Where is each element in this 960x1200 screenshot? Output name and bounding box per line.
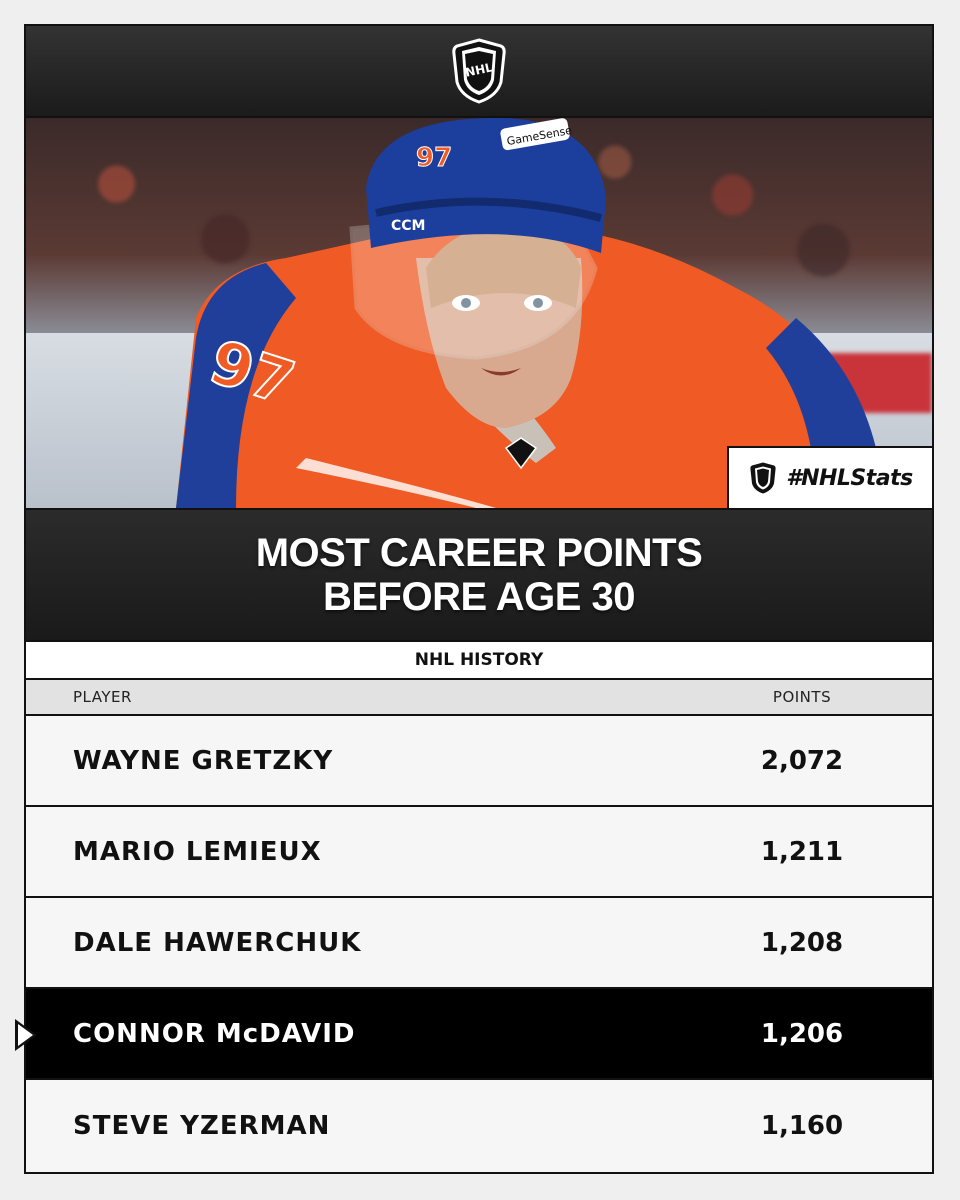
player-photo: 97 CCM 97 GameSense #NHLStats: [26, 118, 932, 508]
stats-table: WAYNE GRETZKY 2,072 MARIO LEMIEUX 1,211 …: [26, 716, 932, 1171]
table-row: DALE HAWERCHUK 1,208: [26, 898, 932, 989]
player-points: 1,208: [760, 927, 844, 958]
player-points: 1,206: [760, 1018, 844, 1049]
helmet-brand: CCM: [391, 218, 425, 234]
page-title: MOST CAREER POINTS BEFORE AGE 30: [255, 531, 703, 619]
title-band: MOST CAREER POINTS BEFORE AGE 30: [26, 508, 932, 642]
table-row: MARIO LEMIEUX 1,211: [26, 807, 932, 898]
player-name: DALE HAWERCHUK: [73, 927, 362, 958]
nhl-shield-icon: NHL: [452, 38, 506, 104]
highlight-arrow-icon: [15, 1019, 37, 1051]
graphic-frame: NHL 97 CCM 97 GameSense: [24, 24, 934, 1174]
hashtag-text: #NHLStats: [786, 465, 913, 491]
logo-text: NHL: [464, 60, 494, 80]
hashtag-badge: #NHLStats: [727, 446, 932, 508]
table-row: WAYNE GRETZKY 2,072: [26, 716, 932, 807]
nhl-shield-icon: [750, 462, 776, 494]
player-points: 1,211: [760, 836, 844, 867]
player-image: 97 CCM 97 GameSense: [176, 118, 876, 508]
header-bar: NHL: [26, 26, 932, 118]
player-points: 1,160: [760, 1110, 844, 1141]
table-row: STEVE YZERMAN 1,160: [26, 1080, 932, 1171]
helmet-number: 97: [416, 143, 452, 173]
column-header-player: PLAYER: [73, 688, 132, 706]
table-header-row: PLAYER POINTS: [26, 680, 932, 716]
table-subtitle: NHL HISTORY: [26, 642, 932, 680]
player-name: MARIO LEMIEUX: [73, 836, 322, 867]
column-header-points: POINTS: [772, 688, 832, 706]
table-row-highlighted: CONNOR McDAVID 1,206: [26, 989, 932, 1080]
player-name: STEVE YZERMAN: [73, 1110, 331, 1141]
player-name: CONNOR McDAVID: [73, 1018, 356, 1049]
player-name: WAYNE GRETZKY: [73, 745, 334, 776]
player-points: 2,072: [760, 745, 844, 776]
